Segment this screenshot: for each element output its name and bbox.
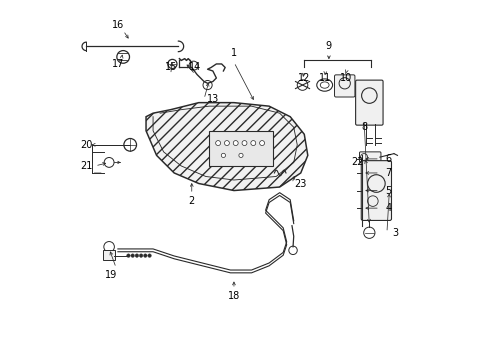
Text: 15: 15 (164, 63, 177, 72)
Text: 10: 10 (340, 73, 352, 83)
FancyBboxPatch shape (359, 152, 380, 162)
FancyBboxPatch shape (334, 75, 354, 97)
Circle shape (147, 254, 151, 257)
Text: 22: 22 (350, 157, 363, 167)
Text: 11: 11 (319, 73, 331, 83)
Text: 8: 8 (360, 122, 366, 132)
Text: 18: 18 (227, 291, 240, 301)
Circle shape (139, 254, 142, 257)
Circle shape (143, 254, 147, 257)
FancyBboxPatch shape (103, 249, 115, 260)
Text: 9: 9 (325, 41, 331, 51)
Circle shape (360, 154, 367, 161)
Text: 23: 23 (294, 179, 306, 189)
Circle shape (233, 141, 238, 145)
Circle shape (259, 141, 264, 145)
Text: 5: 5 (385, 185, 391, 195)
Text: 14: 14 (189, 63, 201, 72)
Text: 20: 20 (80, 140, 92, 150)
Text: 2: 2 (188, 196, 195, 206)
Text: 7: 7 (385, 168, 391, 178)
Text: 12: 12 (298, 73, 310, 83)
Text: 6: 6 (385, 154, 391, 164)
Circle shape (224, 141, 229, 145)
Text: 17: 17 (111, 59, 124, 69)
Bar (209, 131, 272, 166)
Circle shape (126, 254, 130, 257)
FancyBboxPatch shape (361, 161, 391, 220)
Text: 19: 19 (104, 270, 117, 280)
Text: 4: 4 (385, 203, 391, 213)
Circle shape (135, 254, 139, 257)
Circle shape (131, 254, 134, 257)
Circle shape (288, 172, 291, 174)
Text: 16: 16 (112, 20, 124, 30)
Circle shape (215, 141, 220, 145)
Polygon shape (146, 103, 307, 190)
Text: 1: 1 (230, 48, 237, 58)
Circle shape (238, 153, 243, 157)
FancyBboxPatch shape (355, 80, 382, 125)
Circle shape (242, 141, 246, 145)
Circle shape (250, 141, 255, 145)
Text: 21: 21 (80, 161, 92, 171)
Text: 13: 13 (206, 94, 219, 104)
Circle shape (221, 153, 225, 157)
Text: 3: 3 (392, 228, 398, 238)
